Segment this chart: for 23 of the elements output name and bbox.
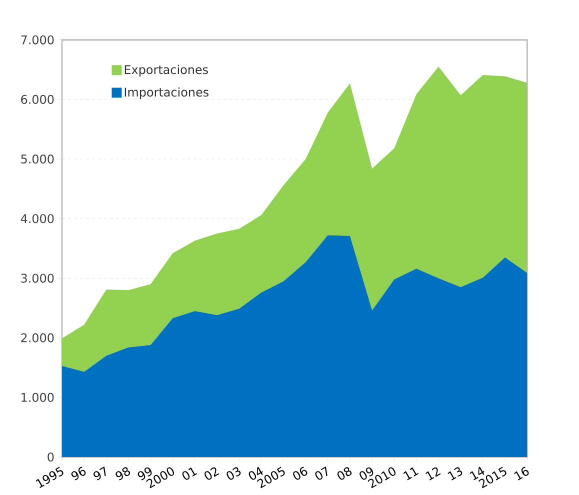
legend-label: Importaciones (124, 87, 208, 99)
y-tick-label: 7.000 (21, 35, 54, 44)
legend-label: Exportaciones (124, 64, 208, 76)
x-tick-label: 07 (315, 466, 328, 480)
y-tick-label: 4.000 (20, 214, 54, 224)
x-tick-label: 98 (116, 467, 130, 480)
y-tick-label: 5.000 (21, 154, 54, 164)
x-tick-label: 96 (71, 466, 86, 480)
x-tick-label: 08 (337, 467, 352, 480)
x-tick-label: 16 (514, 466, 529, 480)
y-tick-label: 2.000 (21, 333, 54, 342)
x-tick-label: 06 (293, 466, 308, 480)
y-tick-label: 6.000 (21, 94, 54, 104)
x-tick-label: 12 (426, 467, 441, 480)
y-tick-label: 0 (48, 452, 54, 462)
x-tick-label: 02 (204, 467, 220, 480)
y-tick-label: 3.000 (21, 274, 54, 283)
x-tick-label: 97 (94, 466, 106, 480)
x-tick-label: 01 (182, 467, 198, 480)
x-tick-label: 11 (403, 467, 419, 480)
y-tick-label: 1.000 (22, 392, 54, 402)
x-tick-label: 13 (448, 467, 462, 480)
x-tick-label: 03 (226, 467, 241, 480)
